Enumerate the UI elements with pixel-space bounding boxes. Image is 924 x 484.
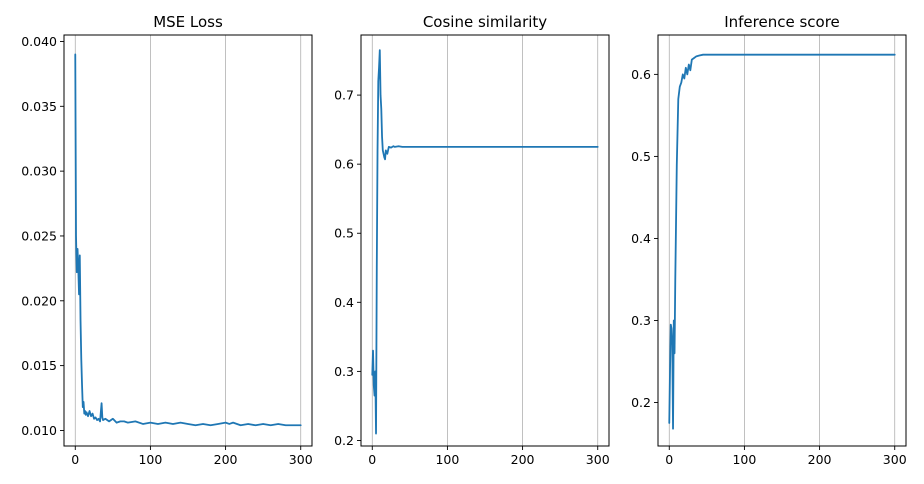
chart-panel-mse-loss: MSE Loss 0 100 200 300 0.010 0.015 0.020 0.025 0…	[21, 13, 313, 467]
y-tick-label: 0.2	[631, 395, 651, 410]
axes-frame	[657, 34, 907, 447]
x-tick-label: 300	[883, 452, 907, 467]
y-tick-label: 0.010	[21, 423, 57, 438]
y-tick-label: 0.025	[21, 228, 57, 243]
x-tick-label: 0	[368, 452, 376, 467]
series-line	[668, 53, 896, 430]
y-tick-label: 0.6	[631, 67, 651, 82]
axes-frame	[360, 34, 610, 447]
x-tick-label: 200	[214, 452, 238, 467]
x-tick-label: 100	[435, 452, 459, 467]
series-line	[371, 49, 599, 435]
chart-title: Inference score	[724, 13, 840, 31]
y-tick-label: 0.3	[334, 364, 354, 379]
x-tick-label: 300	[586, 452, 610, 467]
y-tick-label: 0.020	[21, 293, 57, 308]
chart-title: MSE Loss	[153, 13, 223, 31]
chart-panel-inference-score: Inference score 0 100 200 300 0.2 0.3 0.4 0.5 0.…	[631, 13, 907, 467]
y-tick-label: 0.035	[21, 99, 57, 114]
axes-frame	[63, 34, 313, 447]
series-line	[74, 53, 302, 427]
y-tick-label: 0.5	[631, 149, 651, 164]
x-tick-label: 0	[71, 452, 79, 467]
x-tick-label: 300	[289, 452, 313, 467]
x-tick-label: 200	[511, 452, 535, 467]
x-tick-label: 200	[808, 452, 832, 467]
x-tick-label: 0	[665, 452, 673, 467]
x-tick-label: 100	[732, 452, 756, 467]
y-tick-label: 0.030	[21, 164, 57, 179]
y-tick-label: 0.7	[334, 88, 354, 103]
y-tick-label: 0.3	[631, 313, 651, 328]
y-tick-label: 0.5	[334, 226, 354, 241]
y-tick-label: 0.2	[334, 433, 354, 448]
y-tick-label: 0.6	[334, 157, 354, 172]
chart-title: Cosine similarity	[423, 13, 547, 31]
x-tick-label: 100	[138, 452, 162, 467]
y-tick-label: 0.4	[334, 295, 354, 310]
y-tick-label: 0.4	[631, 231, 651, 246]
y-tick-label: 0.040	[21, 34, 57, 49]
chart-panel-cosine-similarity: Cosine similarity 0 100 200 300 0.2 0.3 0.4 0.5…	[334, 13, 610, 467]
y-tick-label: 0.015	[21, 358, 57, 373]
